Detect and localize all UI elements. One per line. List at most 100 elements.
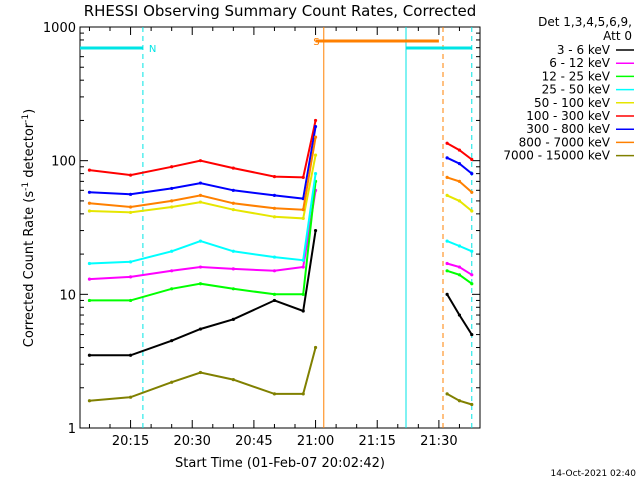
data-point: [198, 265, 203, 269]
data-point: [170, 249, 174, 253]
data-point: [457, 244, 462, 248]
data-point: [272, 174, 277, 179]
data-point: [170, 165, 174, 169]
y-axis-label-part2: detector: [22, 122, 37, 182]
legend-header-line2: Att 0: [603, 29, 632, 43]
data-point: [272, 269, 277, 273]
data-point: [445, 175, 449, 179]
legend-label: 50 - 100 keV: [534, 96, 611, 110]
data-point: [470, 249, 474, 253]
data-point: [445, 156, 449, 160]
data-point: [272, 206, 277, 210]
data-point: [470, 190, 474, 194]
legend-header-line1: Det 1,3,4,5,6,9,: [538, 15, 632, 29]
flag-label: S: [313, 37, 319, 48]
data-point: [170, 269, 174, 273]
data-point: [457, 313, 462, 317]
data-point: [470, 282, 474, 286]
y-tick-label: 10: [59, 288, 76, 303]
data-point: [272, 215, 277, 219]
data-point: [445, 261, 449, 266]
data-point: [231, 287, 235, 291]
data-point: [301, 175, 305, 179]
data-point: [128, 210, 133, 215]
data-point: [301, 208, 305, 212]
data-point: [457, 148, 462, 152]
data-point: [170, 287, 174, 291]
data-point: [198, 282, 203, 286]
data-point: [198, 159, 203, 163]
data-point: [128, 395, 133, 399]
y-axis-label-sup2: -1: [21, 114, 31, 123]
y-tick-label: 100: [51, 155, 76, 170]
data-point: [170, 380, 174, 384]
data-point: [128, 298, 133, 303]
data-point: [457, 179, 462, 183]
y-axis-label-part3: ): [22, 109, 37, 114]
y-tick-label: 1000: [43, 21, 76, 36]
data-point: [301, 309, 305, 313]
data-point: [445, 239, 449, 243]
data-point: [87, 353, 92, 357]
data-point: [128, 192, 133, 196]
x-axis-label: Start Time (01-Feb-07 20:02:42): [175, 456, 385, 471]
data-point: [470, 157, 474, 162]
data-point: [301, 292, 305, 296]
data-point: [313, 153, 318, 157]
data-point: [272, 193, 277, 197]
data-point: [313, 135, 318, 139]
data-point: [198, 200, 203, 204]
data-point: [170, 199, 174, 203]
data-point: [231, 267, 235, 271]
data-point: [457, 199, 462, 203]
data-point: [198, 370, 203, 375]
data-point: [272, 392, 277, 396]
data-point: [272, 292, 277, 296]
data-point: [198, 327, 203, 331]
legend-label: 7000 - 15000 keV: [503, 149, 610, 163]
x-tick-label: 20:30: [173, 434, 210, 449]
flag-label: N: [149, 44, 156, 55]
data-point: [470, 332, 474, 337]
x-tick-label: 20:15: [112, 434, 149, 449]
legend-label: 300 - 800 keV: [526, 122, 610, 136]
legend-label: 25 - 50 keV: [542, 83, 611, 97]
data-point: [231, 208, 235, 212]
data-point: [457, 162, 462, 166]
data-point: [87, 201, 92, 205]
y-tick-label: 1: [68, 422, 76, 437]
chart-title: RHESSI Observing Summary Count Rates, Co…: [84, 2, 477, 20]
x-tick-label: 21:00: [297, 434, 334, 449]
x-tick-label: 20:45: [235, 434, 272, 449]
data-point: [198, 193, 203, 197]
legend-label: 100 - 300 keV: [526, 109, 610, 123]
data-point: [445, 193, 449, 197]
data-point: [470, 273, 474, 277]
data-point: [301, 216, 305, 220]
data-point: [470, 402, 474, 407]
data-point: [470, 172, 474, 176]
plot-area: 1 10 100 1000 20:15 20:30 20:45 21:00 21:15 21:30…: [43, 21, 481, 449]
data-point: [272, 298, 277, 303]
data-point: [87, 298, 92, 303]
data-point: [87, 261, 92, 266]
data-point: [128, 205, 133, 209]
data-point: [170, 339, 174, 343]
legend-label: 6 - 12 keV: [549, 56, 611, 70]
data-point: [128, 260, 133, 264]
data-point: [457, 273, 462, 277]
data-point: [313, 124, 318, 129]
data-point: [128, 275, 133, 279]
legend-label: 12 - 25 keV: [542, 69, 611, 83]
data-point: [87, 190, 92, 194]
data-point: [87, 277, 92, 281]
data-point: [301, 258, 305, 262]
x-tick-label: 21:30: [420, 434, 457, 449]
data-point: [231, 188, 235, 192]
footer-date: 14-Oct-2021 02:40: [551, 469, 637, 479]
data-point: [445, 269, 449, 273]
data-point: [231, 378, 235, 382]
data-point: [170, 186, 174, 191]
